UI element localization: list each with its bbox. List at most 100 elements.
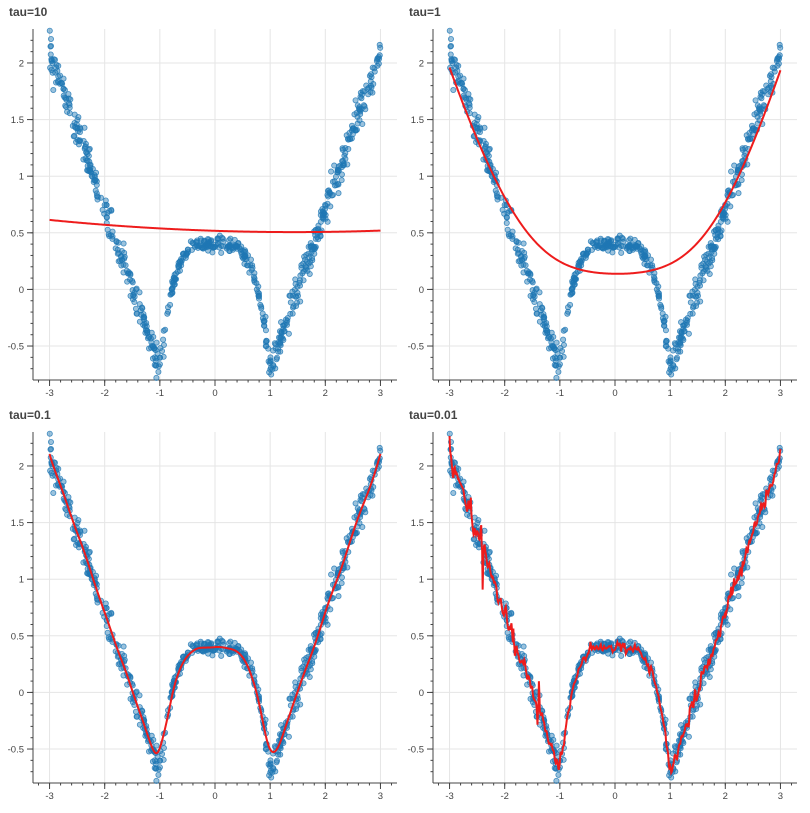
scatter-point: [277, 348, 284, 355]
chart-title: tau=0.01: [409, 408, 458, 422]
scatter-point: [756, 104, 763, 111]
scatter-point: [199, 244, 206, 251]
scatter-point: [724, 218, 731, 225]
scatter-point: [226, 247, 233, 254]
scatter-point: [257, 301, 264, 308]
scatter-point: [155, 771, 162, 778]
scatter-point: [539, 305, 546, 312]
x-tick-label: 2: [723, 388, 728, 399]
scatter-point: [536, 289, 543, 296]
scatter-point: [159, 347, 166, 354]
scatter-point: [139, 305, 146, 312]
scatter-point: [277, 751, 284, 758]
scatter-point: [297, 277, 304, 284]
scatter-point: [47, 35, 54, 42]
scatter-point: [686, 695, 693, 702]
scatter-point: [300, 260, 307, 267]
scatter-point: [155, 368, 162, 375]
scatter-point: [55, 465, 62, 472]
scatter-point: [335, 593, 342, 600]
scatter-point: [334, 166, 341, 173]
scatter-point: [277, 340, 284, 347]
scatter-point: [697, 298, 704, 305]
scatter-point: [670, 361, 677, 368]
scatter-point: [662, 343, 669, 350]
scatter-point: [261, 318, 268, 325]
scatter-point: [711, 631, 718, 638]
scatter-point: [689, 310, 696, 317]
scatter-point: [120, 261, 127, 268]
scatter-point: [560, 327, 567, 334]
scatter-point: [77, 125, 84, 132]
scatter-point: [335, 190, 342, 197]
scatter-point: [306, 270, 313, 277]
scatter-point: [151, 757, 158, 764]
scatter-point: [678, 319, 685, 326]
scatter-point: [105, 634, 112, 641]
scatter-point: [455, 62, 462, 69]
x-tick-label: 0: [212, 388, 217, 399]
scatter-point: [710, 243, 717, 250]
scatter-point: [293, 702, 300, 709]
scatter-point: [455, 73, 462, 80]
x-tick-label: -3: [45, 791, 53, 802]
scatter-point: [699, 270, 706, 277]
scatter-point: [549, 343, 556, 350]
scatter-point: [661, 318, 668, 325]
scatter-point: [47, 438, 54, 445]
scatter-point: [655, 292, 662, 299]
scatter-point: [268, 774, 275, 781]
scatter-point: [359, 491, 366, 498]
x-tick-label: 2: [323, 388, 328, 399]
fit-curve-line: [49, 218, 381, 234]
scatter-point: [156, 757, 163, 764]
scatter-point: [497, 194, 504, 201]
scatter-point: [341, 152, 348, 159]
scatter-point: [70, 536, 77, 543]
scatter-point: [60, 478, 67, 485]
scatter-point: [626, 650, 633, 657]
scatter-point: [682, 316, 689, 323]
scatter-point: [615, 236, 622, 243]
scatter-point: [310, 243, 317, 250]
scatter-point: [311, 631, 318, 638]
scatter-point: [677, 348, 684, 355]
scatter-point: [501, 202, 508, 209]
scatter-point: [567, 291, 574, 298]
scatter-point: [715, 227, 722, 234]
scatter-point: [738, 580, 745, 587]
scatter-point: [555, 368, 562, 375]
scatter-point: [237, 246, 244, 253]
scatter-point: [275, 751, 282, 758]
x-tick-label: -2: [500, 388, 508, 399]
scatter-point: [112, 245, 119, 252]
scatter-point: [134, 310, 141, 317]
scatter-point: [71, 111, 78, 118]
x-tick-label: 1: [668, 791, 673, 802]
scatter-point: [471, 514, 478, 521]
scatter-point: [752, 97, 759, 104]
scatter-point: [463, 96, 470, 103]
scatter-point: [46, 27, 53, 34]
chart-plot: -3 -2 -1 0 1 2 3 -0.5 0 0.5 1 1.5 2: [8, 27, 397, 399]
scatter-point: [735, 190, 742, 197]
scatter-point: [376, 444, 383, 451]
scatter-point: [121, 253, 128, 260]
scatter-point: [282, 316, 289, 323]
scatter-point: [680, 337, 687, 344]
scatter-point: [337, 162, 344, 169]
scatter-point: [136, 301, 143, 308]
scatter-point: [453, 482, 460, 489]
y-tick-label: 0: [19, 688, 24, 699]
x-tick-label: -3: [445, 791, 453, 802]
scatter-point: [226, 237, 233, 244]
scatter-point: [297, 701, 304, 708]
x-tick-label: -1: [156, 791, 164, 802]
scatter-point: [227, 242, 234, 249]
scatter-point: [174, 268, 181, 275]
scatter-point: [208, 640, 215, 647]
x-tick-label: 3: [378, 791, 383, 802]
scatter-point: [551, 354, 558, 361]
scatter-point: [93, 190, 100, 197]
scatter-point: [262, 746, 269, 753]
